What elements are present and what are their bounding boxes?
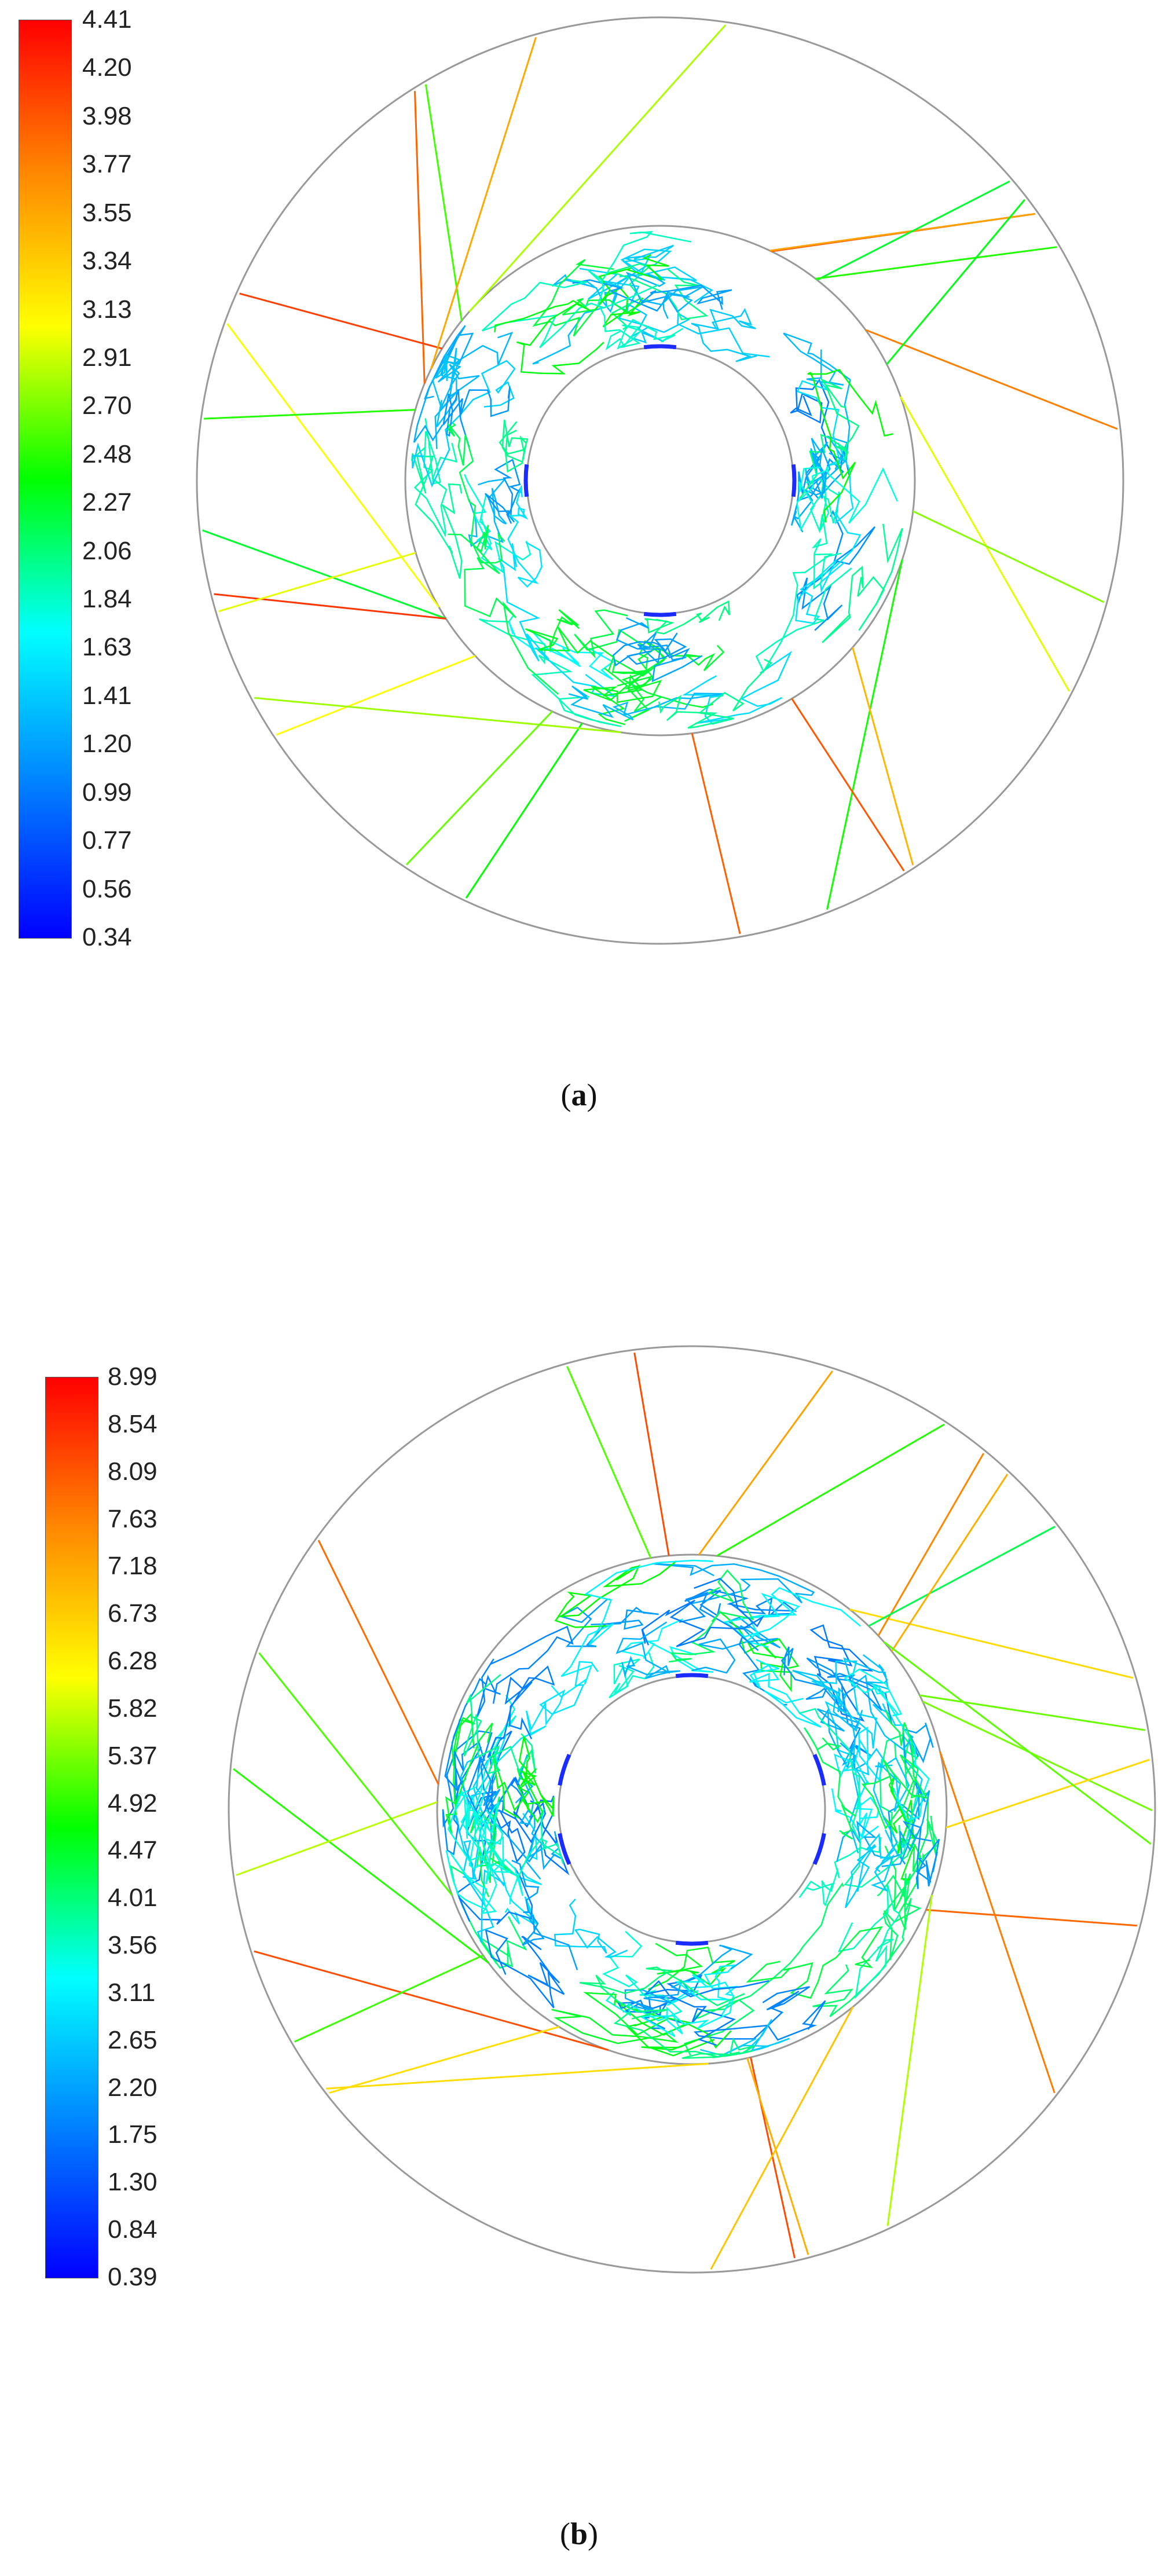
caption-b: (b): [559, 2516, 598, 2551]
colorbar-a-tick: 1.84: [82, 585, 132, 614]
colorbar-a: [19, 20, 72, 939]
colorbar-a-tick: 2.91: [82, 343, 132, 372]
colorbar-b-tick: 5.37: [108, 1741, 157, 1770]
colorbar-a-tick: 2.48: [82, 439, 132, 468]
colorbar-b-tick: 6.28: [108, 1647, 157, 1676]
colorbar-b-tick: 2.65: [108, 2025, 157, 2054]
middle-ring-a: [404, 225, 916, 736]
colorbar-a-tick: 0.56: [82, 874, 132, 903]
colorbar-b-tick: 7.63: [108, 1504, 157, 1533]
colorbar-b-tick: 7.18: [108, 1552, 157, 1581]
colorbar-b-tick: 6.73: [108, 1599, 157, 1628]
colorbar-a-tick: 2.06: [82, 536, 132, 565]
colorbar-a-tick: 1.20: [82, 730, 132, 758]
particle-track-plot-b: [228, 1345, 1156, 2274]
colorbar-a-tick: 3.34: [82, 247, 132, 276]
colorbar-b-tick: 4.92: [108, 1789, 157, 1818]
outer-ring-b: [228, 1345, 1156, 2274]
colorbar-a-tick: 3.13: [82, 295, 132, 324]
colorbar-b-tick: 8.99: [108, 1362, 157, 1391]
colorbar-a-tick: 3.98: [82, 101, 132, 130]
colorbar-b-tick: 0.39: [108, 2263, 157, 2291]
colorbar-b-tick: 0.84: [108, 2215, 157, 2244]
colorbar-b-tick: 4.01: [108, 1884, 157, 1912]
colorbar-a-tick: 0.77: [82, 826, 132, 855]
colorbar-a-tick: 2.27: [82, 488, 132, 517]
colorbar-b-tick: 2.20: [108, 2073, 157, 2102]
colorbar-a-tick: 3.77: [82, 150, 132, 179]
colorbar-a-tick: 0.34: [82, 923, 132, 951]
colorbar-b-tick: 4.47: [108, 1836, 157, 1865]
outer-ring-a: [196, 16, 1124, 945]
colorbar-a-tick: 1.63: [82, 633, 132, 662]
colorbar-b-tick: 3.11: [108, 1978, 156, 2007]
colorbar-b-tick: 8.54: [108, 1409, 157, 1438]
particle-track-plot-a: [196, 16, 1124, 945]
colorbar-a-tick: 4.41: [82, 5, 132, 34]
tracks-a: [202, 24, 1118, 935]
inner-ring-b: [558, 1675, 826, 1944]
colorbar-a-tick: 1.41: [82, 681, 132, 710]
colorbar-b-tick: 8.09: [108, 1457, 157, 1486]
colorbar-a-tick: 0.99: [82, 778, 132, 807]
colorbar-a-tick: 2.70: [82, 391, 132, 420]
colorbar-b-tick: 1.75: [108, 2120, 157, 2149]
figure-panel-b: 8.99 8.54 8.09 7.63 7.18 6.73 6.28 5.82 5.37 4.92…: [0, 1303, 1158, 2576]
colorbar-a-tick: 4.20: [82, 53, 132, 82]
colorbar-b-tick: 3.56: [108, 1931, 157, 1960]
colorbar-b: [45, 1377, 98, 2278]
figure-panel-a: 4.41 4.20 3.98 3.77 3.55 3.34 3.13 2.91 2.70 2.48…: [0, 0, 1158, 1187]
colorbar-b-tick: 1.30: [108, 2168, 157, 2197]
inner-ring-a: [526, 346, 794, 615]
caption-a: (a): [560, 1078, 598, 1112]
colorbar-b-tick: 5.82: [108, 1694, 157, 1723]
tracks-b: [233, 1352, 1153, 2270]
colorbar-a-tick: 3.55: [82, 198, 132, 227]
